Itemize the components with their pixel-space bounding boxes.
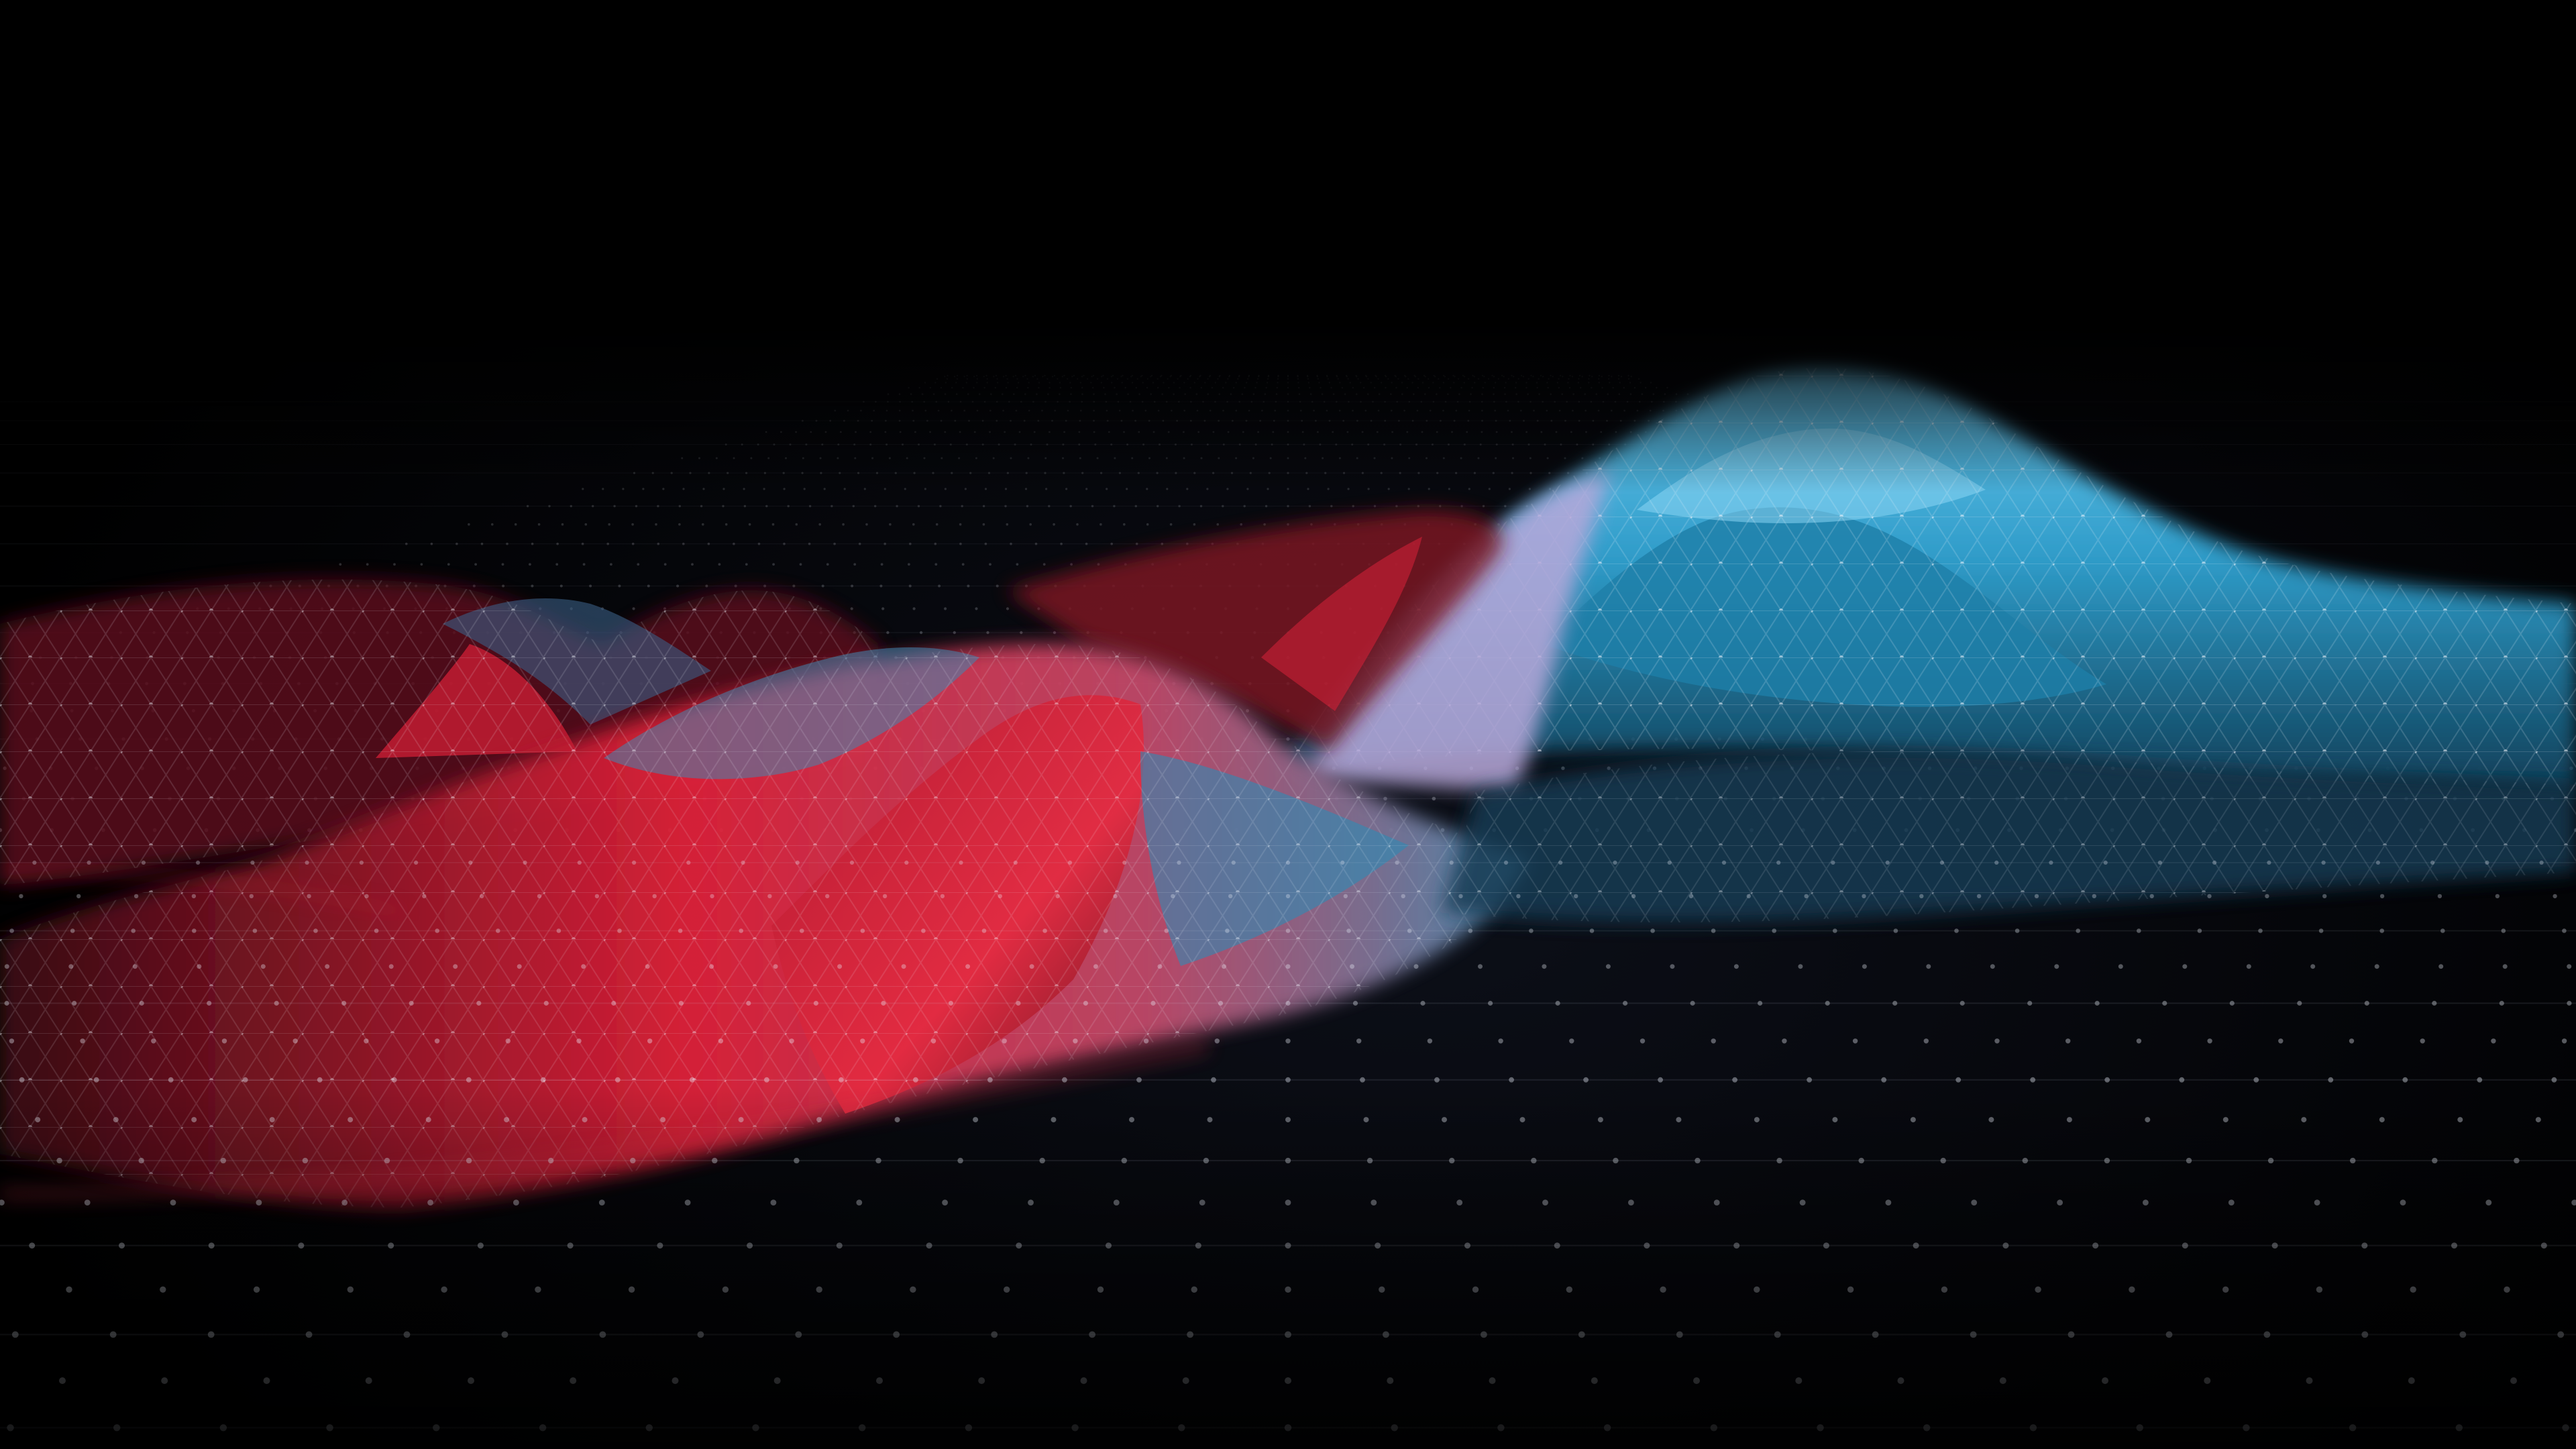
bottom-vignette	[0, 0, 2576, 1449]
wireframe-terrain-scene	[0, 0, 2576, 1449]
terrain-illustration	[0, 0, 2576, 1449]
